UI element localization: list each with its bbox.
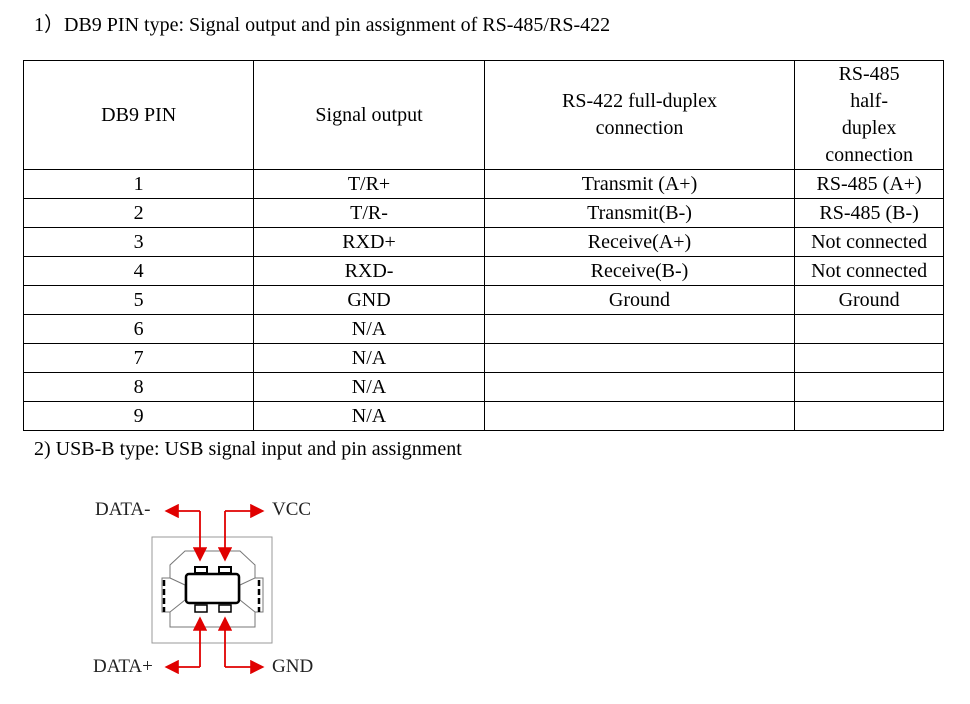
pin-vcc: [218, 566, 232, 574]
table-row: 7 N/A: [22, 343, 944, 373]
table-cell: Transmit(B-): [483, 198, 796, 228]
pin-data-minus: [194, 566, 208, 574]
connector-tongue: [184, 572, 241, 605]
table-cell: GND: [253, 285, 485, 315]
table-cell: [483, 314, 796, 344]
table-cell: 8: [22, 372, 255, 402]
table-cell: 2: [22, 198, 255, 228]
table-cell: N/A: [253, 401, 485, 431]
table-row: 3 RXD+ Receive(A+) Not connected: [22, 227, 944, 257]
table-cell: [794, 401, 944, 431]
table-cell: [483, 401, 796, 431]
column-header: DB9 PIN: [22, 60, 255, 170]
section2-heading: 2) USB-B type: USB signal input and pin …: [34, 438, 462, 460]
table-cell: Receive(A+): [483, 227, 796, 257]
column-header: RS-485 half-duplex connection: [794, 60, 944, 170]
column-header: Signal output: [253, 60, 485, 170]
table-row: 4 RXD- Receive(B-) Not connected: [22, 256, 944, 286]
pin-gnd: [218, 604, 232, 613]
db9-pin-table: DB9 PIN Signal output RS-422 full-duplex…: [22, 60, 944, 431]
table-cell: N/A: [253, 314, 485, 344]
table-row: 2 T/R- Transmit(B-) RS-485 (B-): [22, 198, 944, 228]
table-cell: Transmit (A+): [483, 169, 796, 199]
table-cell: 4: [22, 256, 255, 286]
table-cell: [794, 372, 944, 402]
column-header: RS-422 full-duplex connection: [483, 60, 796, 170]
table-cell: Not connected: [794, 256, 944, 286]
table-row: 9 N/A: [22, 401, 944, 431]
table-cell: 6: [22, 314, 255, 344]
table-header-row: DB9 PIN Signal output RS-422 full-duplex…: [22, 60, 944, 170]
table-cell: RXD-: [253, 256, 485, 286]
table-cell: 7: [22, 343, 255, 373]
table-row: 5 GND Ground Ground: [22, 285, 944, 315]
table-cell: 9: [22, 401, 255, 431]
connector-shell: [161, 550, 264, 628]
table-cell: 3: [22, 227, 255, 257]
table-cell: RS-485 (A+): [794, 169, 944, 199]
table-cell: N/A: [253, 343, 485, 373]
section1-heading: 1）DB9 PIN type: Signal output and pin as…: [34, 14, 611, 36]
table-cell: [794, 343, 944, 373]
table-cell: Not connected: [794, 227, 944, 257]
label-vcc: VCC: [272, 499, 312, 520]
connector-outline: [151, 536, 273, 644]
label-data-minus: DATA-: [95, 499, 151, 520]
pin-data-plus: [194, 604, 208, 613]
label-gnd: GND: [272, 656, 314, 677]
label-data-plus: DATA+: [93, 656, 153, 677]
